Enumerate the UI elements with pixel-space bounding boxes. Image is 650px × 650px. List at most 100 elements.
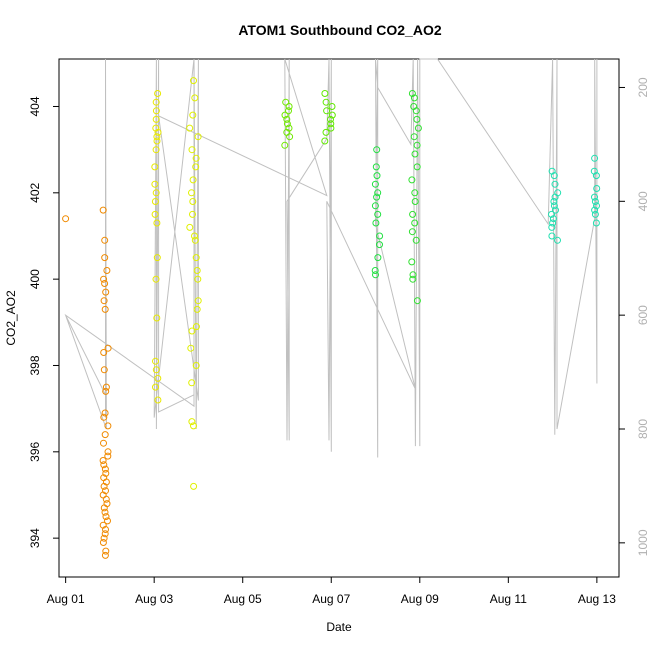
data-point	[554, 189, 562, 197]
data-point	[188, 146, 196, 154]
y-tick-label: 396	[28, 441, 42, 461]
data-point	[103, 267, 111, 274]
data-point	[152, 115, 160, 123]
data-point	[193, 267, 201, 274]
data-point	[187, 344, 195, 352]
x-axis: Aug 01 Aug 03 Aug 05 Aug 07 Aug 09 Aug 11 Aug …	[47, 577, 616, 606]
data-point	[550, 198, 558, 205]
data-point	[554, 236, 561, 244]
data-point	[192, 163, 200, 171]
data-point	[62, 215, 70, 223]
data-point	[189, 111, 197, 119]
data-point	[373, 193, 381, 201]
data-point	[101, 254, 109, 262]
data-point	[152, 107, 160, 115]
data-point	[153, 314, 161, 322]
data-point	[281, 111, 289, 119]
data-point	[372, 271, 379, 279]
data-point	[102, 495, 110, 503]
data-point	[152, 383, 159, 391]
data-point	[414, 124, 422, 132]
data-point	[102, 469, 110, 477]
data-point	[550, 172, 558, 180]
data-point	[283, 120, 291, 128]
data-point	[285, 103, 293, 110]
data-point	[410, 103, 418, 110]
data-point	[104, 452, 112, 460]
data-point	[593, 185, 601, 192]
data-point	[191, 94, 199, 102]
data-point	[104, 344, 112, 352]
data-point	[101, 305, 109, 313]
data-point	[101, 431, 109, 439]
data-point	[327, 115, 334, 123]
data-point	[551, 180, 559, 188]
y-axis: 394 396 398 400 402 404	[28, 96, 59, 548]
data-point	[102, 487, 109, 495]
data-point	[549, 219, 557, 227]
data-point	[100, 461, 108, 469]
data-point	[100, 439, 107, 447]
data-point	[189, 210, 196, 218]
data-point	[282, 98, 290, 106]
data-point	[548, 210, 555, 218]
data-point	[321, 137, 329, 145]
data-point	[104, 517, 111, 525]
data-point	[281, 141, 289, 149]
data-point	[411, 189, 419, 197]
data-point	[283, 128, 291, 136]
data-point	[411, 219, 419, 227]
data-point	[151, 163, 159, 171]
data-point	[371, 267, 379, 274]
y-tick-label: 398	[28, 355, 42, 375]
data-point	[102, 513, 110, 521]
data-point	[593, 202, 600, 210]
data-point	[285, 124, 293, 132]
data-point	[411, 150, 419, 158]
data-point	[327, 120, 335, 128]
data-point	[103, 500, 111, 508]
y2-tick-label: 400	[636, 191, 650, 211]
data-point	[194, 275, 202, 283]
data-point	[104, 448, 112, 456]
data-point	[283, 115, 291, 123]
y2-tick-label: 600	[636, 305, 650, 325]
gray-trace-line	[64, 58, 598, 458]
data-point	[591, 206, 599, 214]
data-point	[100, 349, 108, 356]
data-point	[408, 228, 416, 236]
data-point	[151, 180, 159, 188]
data-point	[376, 241, 383, 249]
data-point	[154, 396, 162, 404]
y2-tick-label: 200	[636, 77, 650, 97]
data-point	[374, 254, 382, 262]
data-point	[153, 137, 161, 145]
data-point	[151, 210, 159, 218]
data-point	[188, 418, 196, 426]
x-tick-label: Aug 11	[490, 592, 527, 606]
x-tick-label: Aug 05	[224, 592, 262, 606]
data-point	[100, 474, 108, 482]
data-point	[188, 327, 196, 335]
data-point	[408, 90, 416, 97]
data-point	[186, 223, 194, 231]
data-point	[153, 133, 161, 141]
data-point	[101, 236, 109, 244]
data-point	[188, 189, 195, 197]
data-point	[190, 482, 198, 490]
data-point	[591, 210, 599, 218]
data-point	[190, 77, 197, 85]
data-point	[152, 275, 160, 283]
data-point	[590, 167, 598, 175]
data-point	[153, 254, 161, 262]
data-point	[410, 133, 418, 141]
data-point	[373, 146, 381, 154]
data-point	[410, 94, 418, 102]
chart-title: ATOM1 Southbound CO2_AO2	[238, 22, 441, 38]
y-tick-label: 400	[28, 269, 42, 289]
y-axis-title: CO2_AO2	[4, 290, 18, 346]
data-point	[101, 280, 109, 287]
data-point	[189, 198, 197, 205]
data-point	[154, 374, 162, 382]
x-tick-label: Aug 01	[47, 592, 85, 606]
